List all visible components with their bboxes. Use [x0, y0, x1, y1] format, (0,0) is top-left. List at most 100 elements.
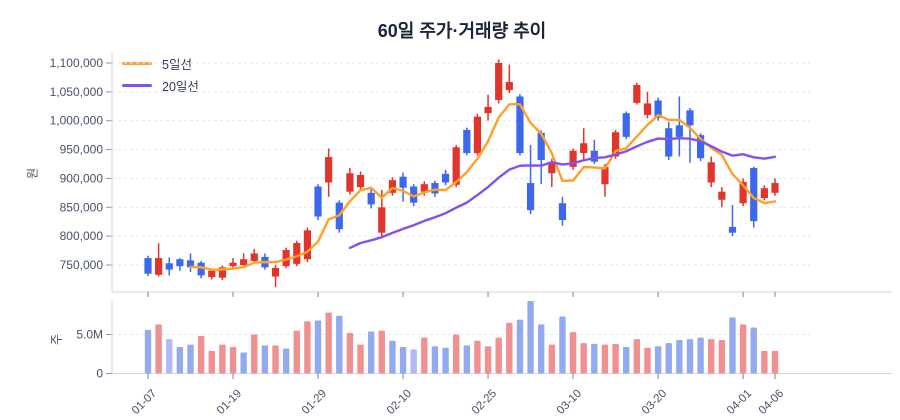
volume-bar: [623, 346, 630, 374]
volume-bar: [463, 345, 471, 374]
candle-body: [580, 143, 588, 154]
volume-axis-label: 5.0M: [76, 328, 103, 342]
candle-body: [346, 173, 354, 192]
candle-body: [176, 259, 184, 267]
volume-bar: [378, 330, 385, 374]
candle-body: [155, 258, 163, 275]
candle-body: [495, 63, 503, 100]
candle-body: [282, 249, 290, 267]
volume-bar: [410, 349, 417, 374]
candle-body: [707, 162, 715, 183]
volume-bar: [261, 345, 269, 374]
candle-body: [441, 173, 450, 183]
candle-body: [611, 132, 620, 157]
volume-bar: [325, 312, 332, 374]
candle-body: [526, 183, 535, 211]
candle-body: [356, 174, 365, 188]
candle-body: [505, 82, 513, 91]
candle-body: [697, 135, 705, 159]
candle-body: [675, 125, 683, 137]
candle-body: [420, 184, 428, 192]
price-axis-label: 1,000,000: [50, 114, 104, 128]
volume-bar: [750, 327, 757, 374]
candle-body: [229, 262, 237, 267]
price-axis-label: 800,000: [60, 229, 104, 243]
volume-bar: [495, 337, 502, 374]
volume-bar: [367, 331, 375, 374]
candle-body: [463, 129, 471, 154]
volume-bar: [229, 346, 237, 374]
x-axis-label: 01-19: [215, 388, 244, 417]
candle-body: [548, 161, 556, 174]
volume-bar: [346, 332, 354, 374]
volume-bar: [739, 324, 747, 374]
candle-body: [771, 183, 779, 193]
candle-body: [686, 110, 694, 126]
volume-bar: [686, 339, 694, 374]
candle-body: [293, 243, 301, 264]
candle-body: [399, 176, 407, 188]
candle-body: [367, 192, 375, 205]
volume-bar: [155, 324, 162, 374]
ma20-line: [348, 137, 777, 250]
x-axis-label: 03-10: [555, 388, 584, 417]
volume-bar: [304, 321, 311, 374]
legend-label-ma20: 20일선: [162, 80, 199, 94]
candle-body: [186, 260, 195, 268]
volume-bar: [219, 344, 226, 374]
candle-body: [144, 258, 152, 274]
price-axis-label: 1,100,000: [50, 56, 104, 70]
candle-body: [314, 186, 322, 217]
volume-bar: [240, 352, 247, 374]
candle-body: [378, 207, 386, 233]
volume-bar: [251, 334, 258, 374]
candle-body: [537, 132, 545, 160]
volume-bar: [166, 339, 173, 374]
volume-bar: [431, 346, 439, 374]
volume-bar: [718, 339, 726, 374]
volume-bar: [537, 324, 545, 374]
volume-bar: [697, 337, 704, 374]
volume-bar: [527, 300, 534, 374]
volume-bar: [601, 344, 609, 374]
candle-body: [410, 186, 418, 203]
candle-body: [473, 116, 482, 154]
volume-bar: [771, 350, 779, 374]
volume-bar: [548, 344, 556, 374]
candle-body: [208, 270, 216, 278]
volume-bar: [336, 315, 343, 374]
candle-body: [622, 113, 630, 137]
candle-body: [250, 253, 258, 261]
candle-body: [601, 166, 609, 185]
candle-body: [240, 259, 248, 265]
candle-body: [590, 150, 598, 162]
volume-bar: [176, 346, 184, 374]
volume-bar: [389, 340, 396, 374]
volume-bar: [633, 339, 641, 374]
candle-body: [665, 128, 673, 157]
x-axis-label: 02-10: [385, 388, 414, 417]
volume-bar: [612, 343, 619, 374]
volume-bar: [559, 316, 566, 374]
volume-bar: [654, 346, 662, 374]
volume-bar: [272, 345, 279, 374]
chart-title: 60일 주가·거래량 추이: [377, 21, 547, 41]
volume-bar: [708, 339, 715, 374]
x-axis-label: 01-07: [130, 388, 159, 417]
candle-body: [750, 168, 758, 222]
volume-bar: [665, 343, 672, 374]
candle-body: [739, 181, 747, 204]
price-axis-label: 900,000: [60, 171, 104, 185]
volume-bar: [591, 343, 598, 374]
candle-body: [484, 106, 492, 114]
volume-bar: [676, 339, 683, 374]
price-axis-label: 750,000: [60, 258, 104, 272]
volume-bar: [729, 317, 736, 374]
candle-body: [325, 157, 333, 183]
candle-body: [643, 103, 652, 115]
candle-body: [654, 100, 662, 118]
candle-body: [303, 230, 312, 260]
legend-item-ma20[interactable]: 20일선: [122, 78, 199, 94]
